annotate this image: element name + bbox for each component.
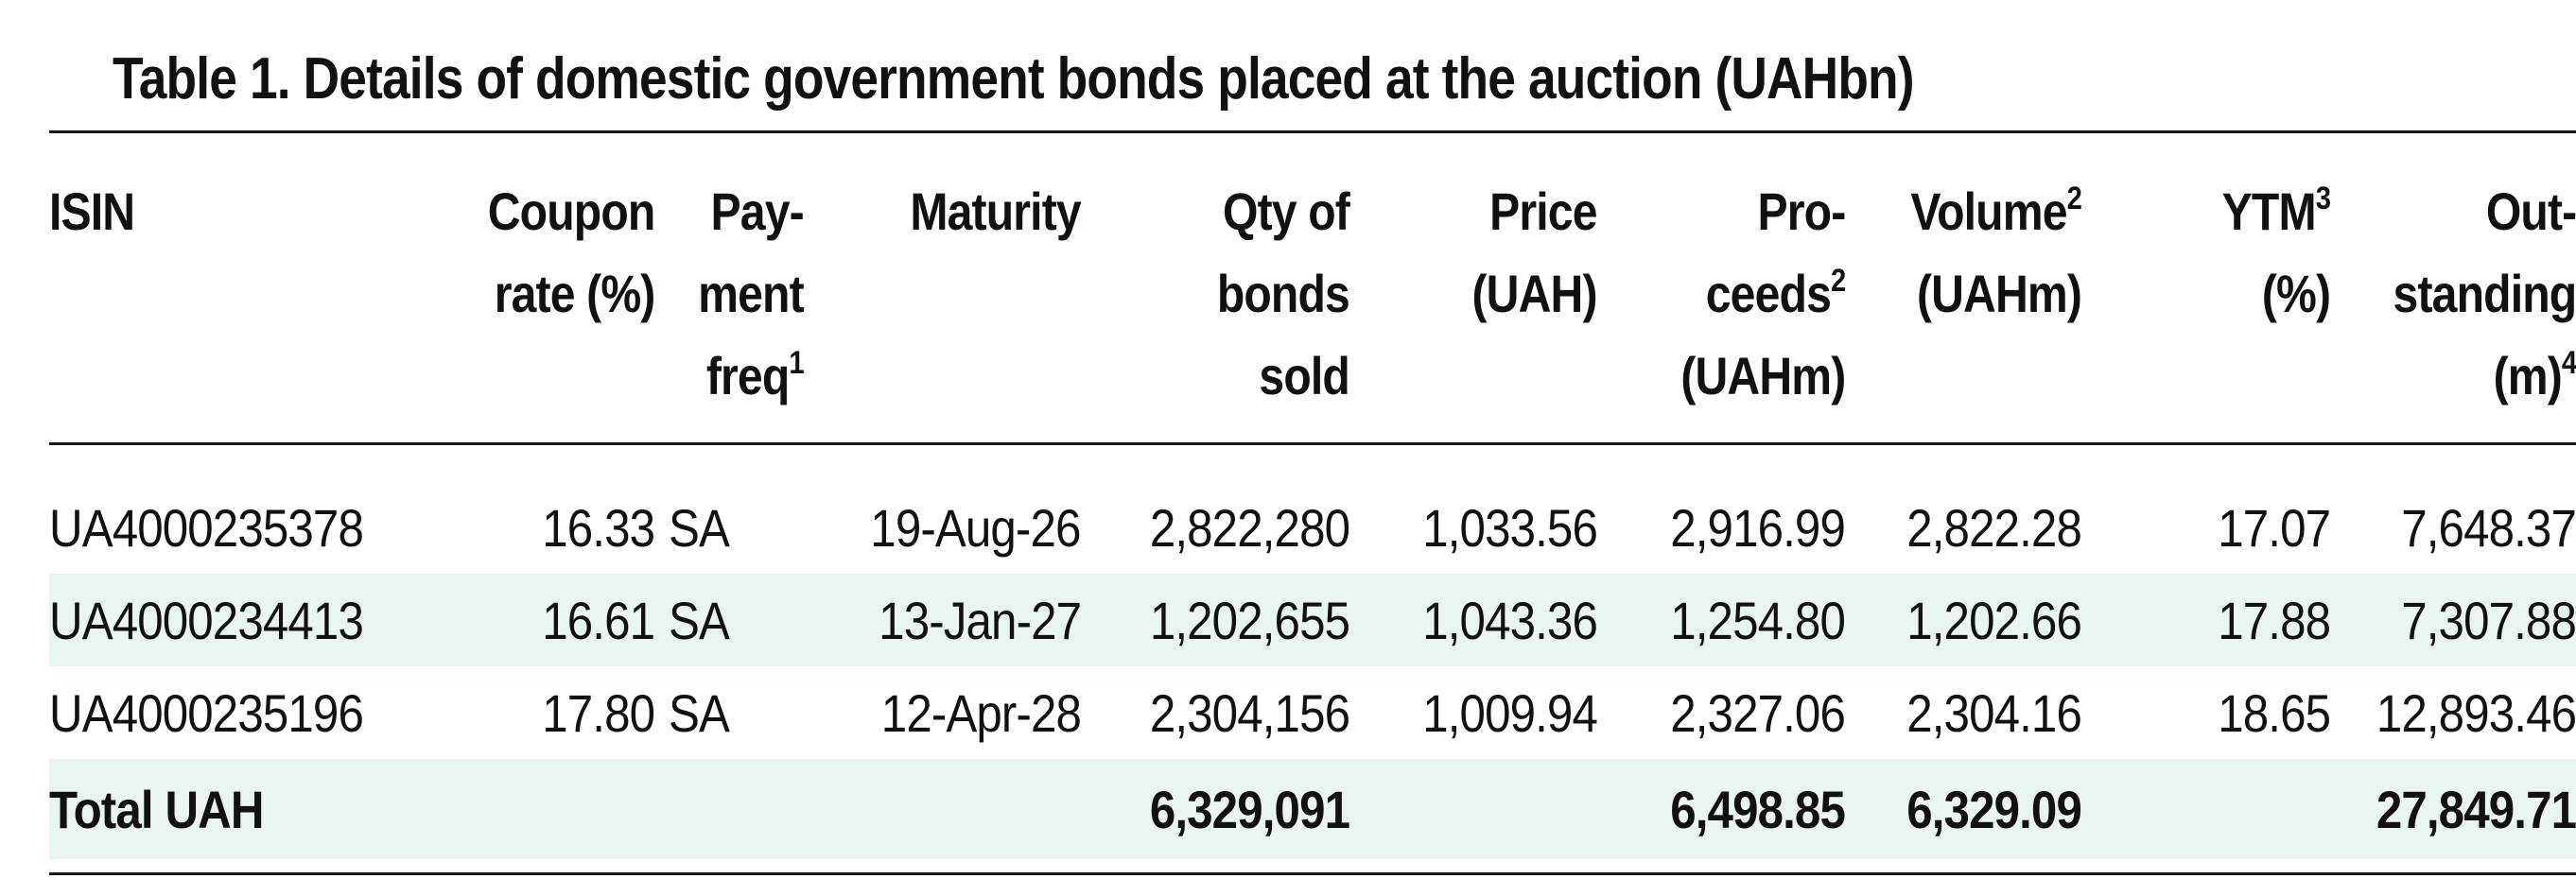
cell-volume: 1,202.66 [1845,574,2082,666]
cell-ytm: 17.07 [2218,497,2331,558]
cell-volume: 2,304.16 [1906,682,2082,743]
header-volume: Volume2 (UAHm) [1910,181,2082,323]
cell-payment: SA [668,682,730,743]
table-row: UA4000235378 16.33 SA 19-Aug-26 2,822,28… [49,481,2576,574]
header-payment-frequency: Pay-ment freq1 [698,181,805,405]
cell-proceeds: 2,916.99 [1670,497,1846,558]
header-row: ISIN Coupon rate (%) Pay-ment freq1 Maturi… [49,170,2576,417]
cell-ytm: 18.65 [2218,682,2331,743]
footnote-marker: 3 [2315,181,2331,216]
footnote-marker: 4 [2561,345,2576,381]
footnote-marker: 2 [1830,263,1846,299]
total-label: Total UAH [49,759,1081,859]
header-outstanding: Out-standing (m)4 [2393,181,2576,405]
cell-isin: UA4000235378 [49,497,364,558]
total-row: Total UAH 6,329,091 6,498.85 6,329.09 27… [49,759,2576,859]
header-qty-sold: Qty of bonds sold [1216,181,1350,405]
cell-outstanding: 7,307.88 [2330,574,2576,666]
cell-isin: UA4000235196 [49,682,364,743]
cell-proceeds: 1,254.80 [1597,574,1846,666]
total-proceeds: 6,498.85 [1597,759,1846,859]
header-coupon-rate: Coupon rate (%) [487,181,655,323]
table-top-rule [49,130,2576,133]
cell-proceeds: 2,327.06 [1670,682,1846,743]
total-price-empty [1349,759,1597,859]
cell-price: 1,043.36 [1349,574,1598,666]
cell-payment: SA [654,574,804,666]
bonds-table: ISIN Coupon rate (%) Pay-ment freq1 Maturi… [49,170,2576,859]
header-bottom-rule [49,442,2576,445]
cell-outstanding: 7,648.37 [2401,497,2576,558]
total-volume: 6,329.09 [1845,759,2082,859]
header-proceeds: Pro-ceeds2 (UAHm) [1680,181,1846,405]
total-outstanding: 27,849.71 [2330,759,2576,859]
cell-coupon: 17.80 [542,682,655,743]
cell-ytm: 17.88 [2081,574,2331,666]
footnote-marker: 1 [789,345,805,381]
header-spacer [49,417,2576,481]
cell-outstanding: 12,893.46 [2376,682,2576,743]
cell-price: 1,009.94 [1422,682,1598,743]
table-title: Table 1. Details of domestic government … [113,46,1915,112]
header-isin: ISIN [49,181,135,241]
cell-qty: 1,202,655 [1081,574,1350,666]
header-ytm: YTM3 (%) [2221,181,2331,323]
cell-isin: UA4000234413 [49,574,401,666]
header-maturity: Maturity [910,181,1082,241]
total-ytm-empty [2081,759,2330,859]
cell-qty: 2,304,156 [1149,682,1350,743]
cell-maturity: 19-Aug-26 [870,497,1082,558]
cell-volume: 2,822.28 [1906,497,2082,558]
header-price: Price (UAH) [1471,181,1598,323]
table-row: UA4000235196 17.80 SA 12-Apr-28 2,304,15… [49,666,2576,759]
total-qty: 6,329,091 [1081,759,1350,859]
table-row: UA4000234413 16.61 SA 13-Jan-27 1,202,65… [49,574,2576,666]
table-bottom-rule [49,872,2576,875]
cell-maturity: 13-Jan-27 [804,574,1082,666]
cell-qty: 2,822,280 [1149,497,1350,558]
bond-auction-table-page: Table 1. Details of domestic government … [49,0,2576,896]
cell-maturity: 12-Apr-28 [880,682,1082,743]
cell-price: 1,033.56 [1422,497,1598,558]
cell-coupon: 16.33 [542,497,655,558]
cell-payment: SA [668,497,730,558]
footnote-marker: 2 [2066,181,2082,216]
cell-coupon: 16.61 [401,574,655,666]
